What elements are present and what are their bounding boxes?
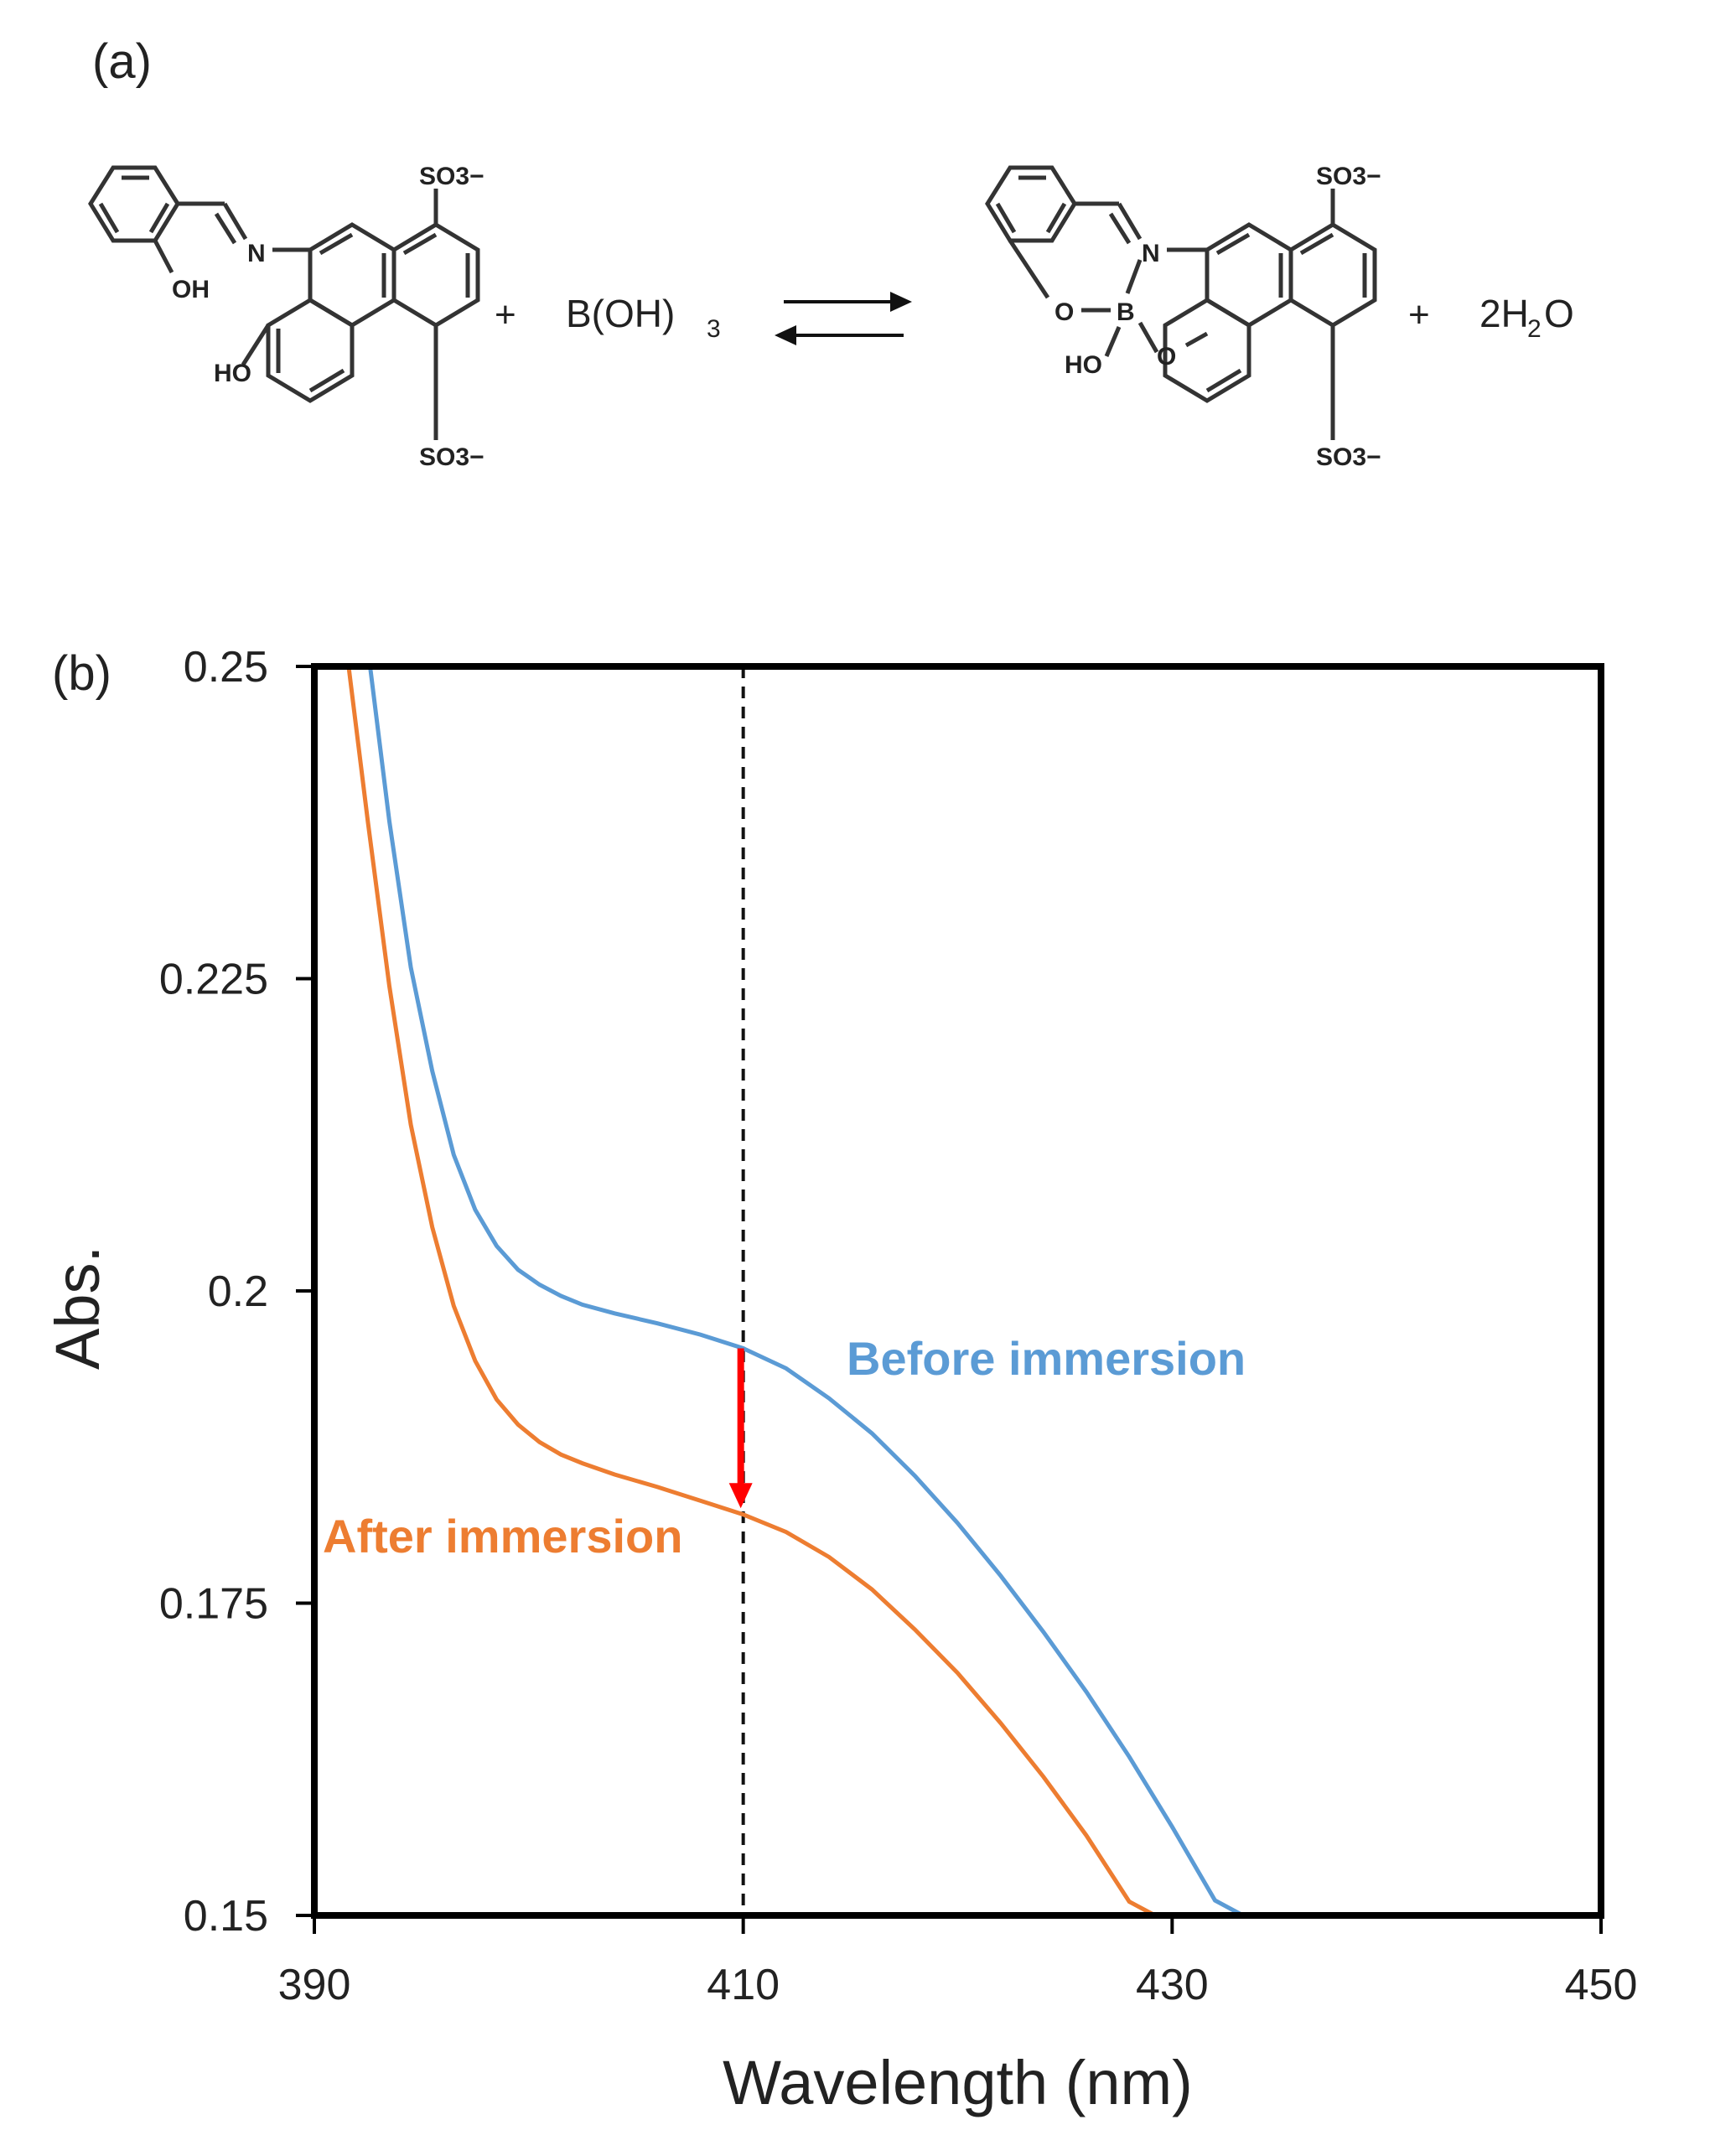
- panel-label-a: (a): [92, 34, 152, 89]
- product-o-left-label: O: [1054, 298, 1074, 326]
- water-prefix: 2H: [1479, 292, 1529, 335]
- x-tick-label: 450: [1565, 1961, 1638, 2009]
- product-so3-bottom-label: SO3−: [1316, 443, 1381, 471]
- reaction-scheme: N OH HO SO3− SO3− + B(OH) 3: [88, 163, 1574, 471]
- panel-label-b: (b): [52, 646, 111, 701]
- reactant-so3-bottom-label: SO3−: [419, 443, 484, 471]
- before-immersion-label: Before immersion: [847, 1332, 1246, 1385]
- x-tick-label: 410: [707, 1961, 780, 2009]
- boric-acid-subscript: 3: [707, 315, 721, 343]
- x-axis-ticks: 390 410 430 450: [278, 1915, 1638, 2009]
- reactant-so3-top-label: SO3−: [419, 163, 484, 190]
- reactant-oh-label: OH: [172, 276, 210, 303]
- reactant-n-label: N: [247, 240, 266, 267]
- plus-sign-2: +: [1408, 294, 1430, 335]
- product-structure: [985, 165, 1377, 440]
- x-axis-label: Wavelength (nm): [723, 2048, 1193, 2117]
- y-tick-label: 0.2: [208, 1267, 268, 1316]
- reactant-ho-label: HO: [214, 360, 251, 387]
- boric-acid: B(OH) 3: [566, 292, 721, 343]
- y-axis-ticks: 0.15 0.175 0.2 0.225 0.25: [159, 643, 314, 1941]
- equilibrium-arrows: [775, 292, 912, 345]
- y-tick-label: 0.25: [184, 643, 268, 692]
- plus-sign-1: +: [495, 294, 516, 335]
- product-ho-label: HO: [1065, 351, 1102, 379]
- product-so3-top-label: SO3−: [1316, 163, 1381, 190]
- y-tick-label: 0.175: [159, 1580, 268, 1629]
- product-b-label: B: [1117, 298, 1135, 326]
- x-tick-label: 390: [278, 1961, 351, 2009]
- product-n-label: N: [1142, 240, 1160, 267]
- y-tick-label: 0.15: [184, 1892, 268, 1941]
- water-suffix: O: [1544, 292, 1574, 335]
- absorbance-drop-arrow: [728, 1348, 753, 1509]
- water-subscript: 2: [1527, 315, 1542, 343]
- after-immersion-label: After immersion: [323, 1510, 682, 1563]
- water: 2H 2 O: [1479, 292, 1574, 343]
- series-line-before-immersion: [368, 666, 1244, 1918]
- series-line-after-immersion: [346, 666, 1157, 1918]
- product-o-right-label: O: [1157, 343, 1176, 371]
- y-axis-label: Abs.: [43, 1246, 112, 1370]
- x-tick-label: 430: [1136, 1961, 1209, 2009]
- y-tick-label: 0.225: [159, 956, 268, 1004]
- boric-acid-label: B(OH): [566, 292, 675, 335]
- absorbance-chart: 0.15 0.175 0.2 0.225 0.25 390 410 430 450 Befor…: [43, 643, 1638, 2117]
- plot-frame: [311, 663, 1604, 1919]
- reactant-structure: [88, 165, 480, 403]
